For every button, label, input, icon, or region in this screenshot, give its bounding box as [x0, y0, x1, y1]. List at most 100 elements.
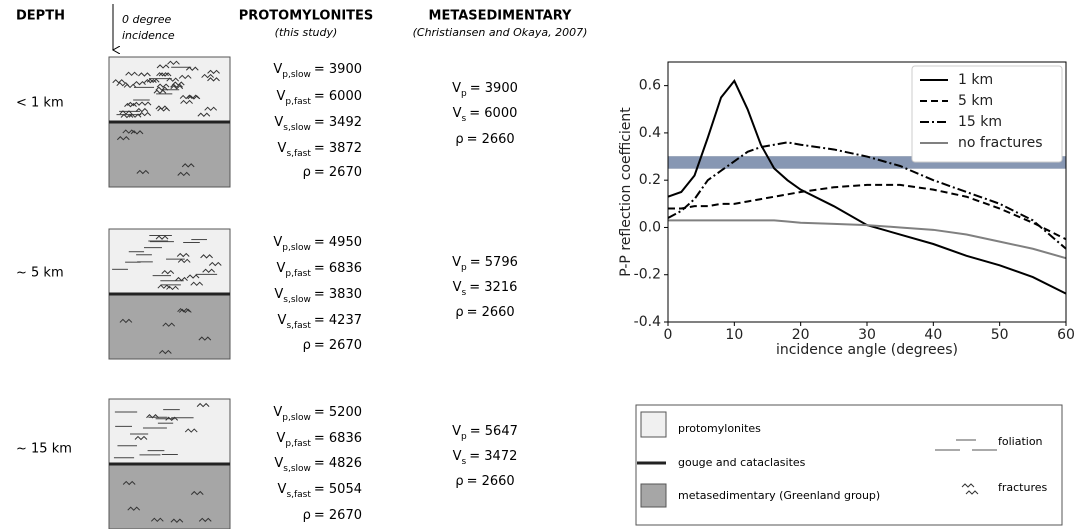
symbol: V — [274, 456, 283, 471]
value: = 2670 — [314, 508, 362, 523]
series-line — [667, 141, 1067, 250]
x-tick-label: 50 — [991, 327, 1009, 343]
parameter: ρ = 2670 — [303, 508, 362, 523]
symbol: V — [453, 280, 462, 295]
value: = 6000 — [314, 89, 362, 104]
fracture — [146, 414, 159, 419]
parameter: ρ = 2660 — [455, 305, 514, 320]
subscript: s,slow — [283, 464, 311, 474]
subscript: s,slow — [283, 295, 311, 305]
legend-label: 15 km — [958, 114, 1002, 130]
subscript: p,slow — [282, 70, 311, 80]
fracture — [150, 517, 164, 523]
y-axis-label: P-P reflection coefficient — [618, 107, 634, 277]
fracture — [179, 94, 193, 100]
fracture — [122, 129, 136, 134]
symbol: V — [277, 89, 286, 104]
x-tick-label: 10 — [725, 327, 743, 343]
fracture — [138, 101, 152, 106]
x-tick-label: 30 — [858, 327, 876, 343]
fracture — [167, 60, 180, 66]
symbol: V — [277, 261, 286, 276]
parameter: Vp,slow = 5200 — [273, 405, 362, 423]
fracture — [170, 85, 184, 90]
key-label: fractures — [998, 481, 1048, 494]
fracture — [178, 74, 192, 80]
subscript: p,fast — [285, 439, 311, 449]
symbol: V — [453, 449, 462, 464]
key-swatch — [640, 411, 667, 438]
fracture — [190, 490, 204, 496]
parameter: Vp,fast = 6000 — [277, 89, 363, 107]
legend-label: 5 km — [958, 93, 993, 109]
protomylonite-layer — [108, 228, 231, 295]
fracture — [208, 261, 222, 267]
fracture — [116, 136, 130, 141]
symbol: V — [278, 141, 287, 156]
value: = 6836 — [314, 431, 362, 446]
legend-label: 1 km — [958, 72, 993, 88]
metasediment-layer — [108, 463, 231, 529]
fracture — [138, 111, 152, 117]
value: = 4237 — [314, 313, 362, 328]
value: = 3872 — [314, 141, 362, 156]
column-header: METASEDIMENTARY — [429, 9, 573, 24]
fracture — [127, 506, 141, 511]
value: = 4950 — [314, 235, 362, 250]
incidence-label: incidence — [122, 29, 175, 42]
x-tick-label: 60 — [1057, 327, 1075, 343]
key-frame — [635, 404, 1063, 526]
key-label: foliation — [998, 435, 1043, 448]
parameter: Vs,fast = 4237 — [278, 313, 362, 331]
symbol: V — [278, 482, 287, 497]
fracture — [144, 78, 157, 84]
value: = 2670 — [314, 338, 362, 353]
symbol: ρ — [303, 508, 311, 523]
symbol: ρ — [303, 338, 311, 353]
depth-label: < 1 km — [16, 96, 64, 111]
subscript: p,slow — [282, 243, 311, 253]
value: = 2660 — [467, 474, 515, 489]
symbol: ρ — [455, 132, 463, 147]
value: = 3830 — [314, 287, 362, 302]
value: = 3900 — [470, 81, 518, 96]
subscript: p,fast — [285, 269, 311, 279]
column-subheader: (Christiansen and Okaya, 2007) — [413, 26, 588, 39]
fracture — [184, 428, 198, 433]
fracture — [198, 517, 212, 523]
legend-label: no fractures — [958, 135, 1043, 151]
parameter: Vs,slow = 4826 — [274, 456, 362, 474]
fracture — [180, 99, 193, 105]
parameter: Vp,slow = 4950 — [273, 235, 362, 253]
subscript: s — [462, 288, 467, 298]
value: = 5796 — [470, 255, 518, 270]
value: = 3216 — [469, 280, 517, 295]
parameter: Vs = 3472 — [453, 449, 518, 467]
fracture — [138, 72, 151, 77]
fracture — [156, 83, 170, 88]
x-tick-label: 40 — [924, 327, 942, 343]
fracture — [200, 254, 213, 259]
fracture — [204, 106, 218, 112]
subscript: p — [461, 89, 467, 99]
metasediment-layer — [108, 293, 231, 360]
parameter: Vp = 3900 — [452, 81, 518, 99]
subscript: p,slow — [282, 413, 311, 423]
fracture — [207, 77, 220, 82]
key-swatch — [640, 483, 667, 508]
symbol: V — [273, 235, 282, 250]
depth-label: ~ 15 km — [16, 442, 72, 457]
parameter: Vp,fast = 6836 — [277, 261, 363, 279]
value: = 2660 — [467, 132, 515, 147]
fracture — [133, 80, 146, 86]
y-tick-label: 0.4 — [639, 125, 661, 141]
fracture — [186, 94, 200, 99]
value: = 5200 — [314, 405, 362, 420]
fracture — [177, 171, 191, 177]
parameter: Vp,fast = 6836 — [277, 431, 363, 449]
parameter: ρ = 2660 — [455, 132, 514, 147]
fracture — [170, 83, 183, 88]
fracture — [198, 336, 212, 341]
fracture — [158, 72, 172, 77]
